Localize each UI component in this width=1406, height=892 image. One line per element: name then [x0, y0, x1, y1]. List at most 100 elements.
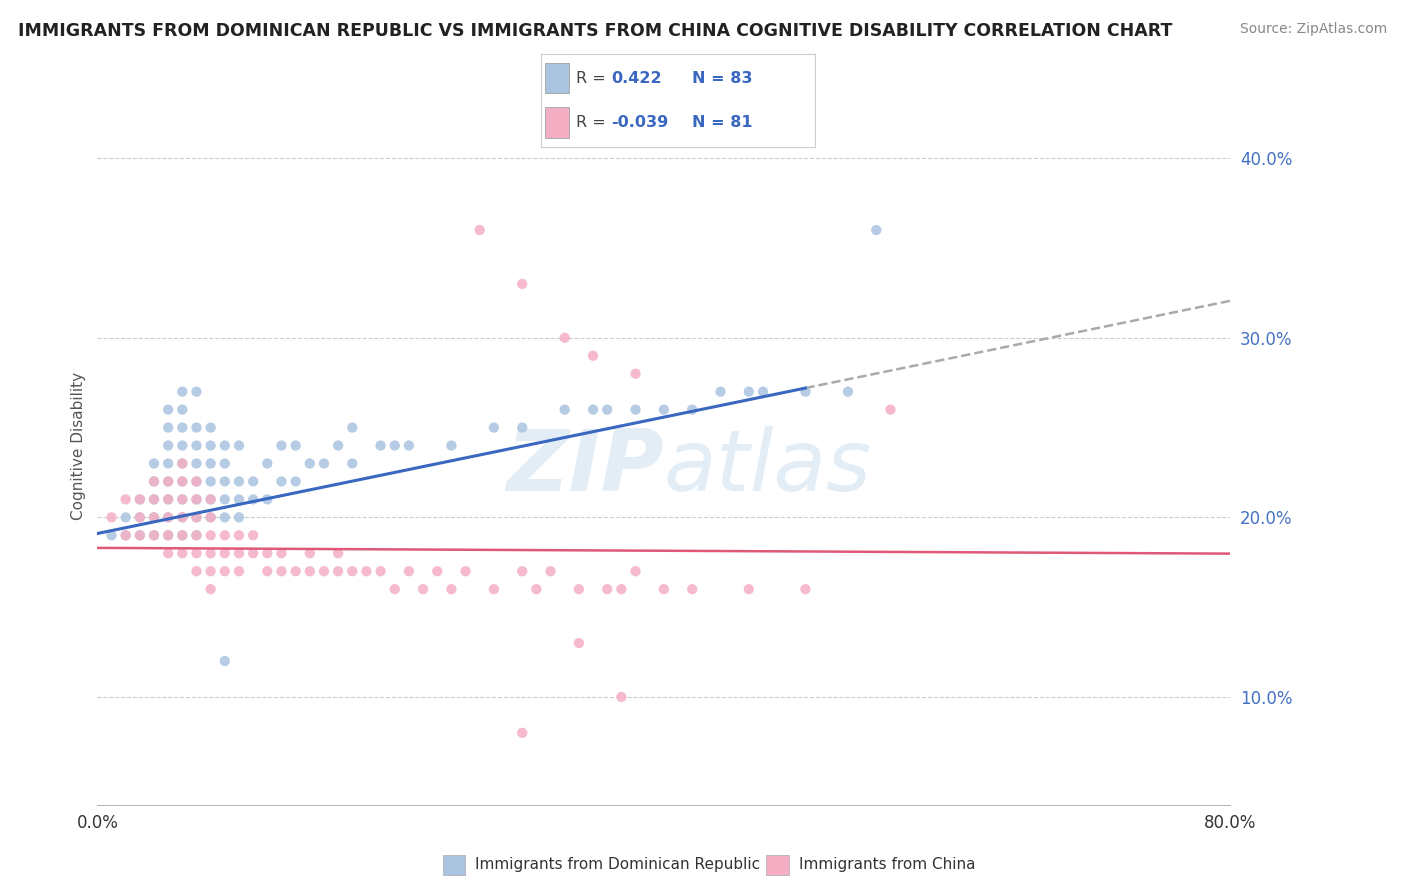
Text: IMMIGRANTS FROM DOMINICAN REPUBLIC VS IMMIGRANTS FROM CHINA COGNITIVE DISABILITY: IMMIGRANTS FROM DOMINICAN REPUBLIC VS IM…	[18, 22, 1173, 40]
Point	[865, 223, 887, 237]
Point	[398, 564, 420, 578]
Point	[752, 384, 775, 399]
Point	[100, 510, 122, 524]
Point	[342, 564, 364, 578]
Point	[186, 475, 208, 489]
Point	[214, 510, 236, 524]
Point	[326, 438, 349, 452]
Point	[143, 510, 166, 524]
Point	[440, 582, 463, 597]
Point	[200, 438, 222, 452]
Point	[186, 564, 208, 578]
Point	[482, 582, 505, 597]
Point	[157, 510, 180, 524]
Point	[284, 438, 307, 452]
Point	[128, 528, 150, 542]
Point	[200, 492, 222, 507]
Bar	[546, 63, 569, 94]
Point	[143, 528, 166, 542]
Point	[454, 564, 477, 578]
Point	[186, 384, 208, 399]
Point	[143, 528, 166, 542]
Point	[200, 510, 222, 524]
Point	[228, 528, 250, 542]
Point	[172, 492, 194, 507]
Point	[186, 528, 208, 542]
Point	[624, 402, 647, 417]
Point	[568, 582, 591, 597]
Point	[186, 420, 208, 434]
Text: R =: R =	[575, 70, 610, 86]
Point	[172, 510, 194, 524]
Point	[114, 528, 136, 542]
Point	[228, 510, 250, 524]
Point	[128, 492, 150, 507]
Point	[214, 457, 236, 471]
Point	[256, 564, 278, 578]
Point	[128, 510, 150, 524]
Point	[681, 402, 703, 417]
Point	[312, 457, 335, 471]
Point	[510, 726, 533, 740]
Point	[200, 457, 222, 471]
Point	[794, 384, 817, 399]
Point	[157, 457, 180, 471]
Point	[412, 582, 434, 597]
Point	[256, 546, 278, 560]
Point	[157, 546, 180, 560]
Point	[652, 582, 675, 597]
Text: Immigrants from Dominican Republic: Immigrants from Dominican Republic	[475, 857, 761, 871]
Point	[214, 438, 236, 452]
Point	[143, 475, 166, 489]
Point	[298, 457, 321, 471]
Point	[143, 510, 166, 524]
Point	[596, 402, 619, 417]
Text: Source: ZipAtlas.com: Source: ZipAtlas.com	[1240, 22, 1388, 37]
Point	[157, 510, 180, 524]
Point	[242, 528, 264, 542]
Point	[186, 528, 208, 542]
Point	[342, 457, 364, 471]
Text: atlas: atlas	[664, 425, 872, 508]
Text: 0.422: 0.422	[612, 70, 662, 86]
Point	[214, 475, 236, 489]
Point	[143, 457, 166, 471]
Point	[681, 582, 703, 597]
Point	[186, 475, 208, 489]
Point	[582, 349, 605, 363]
Point	[200, 475, 222, 489]
Point	[326, 564, 349, 578]
Text: ZIP: ZIP	[506, 425, 664, 508]
Point	[200, 564, 222, 578]
Point	[186, 438, 208, 452]
Point	[157, 420, 180, 434]
Point	[709, 384, 731, 399]
Point	[482, 420, 505, 434]
Point	[100, 528, 122, 542]
Point	[596, 582, 619, 597]
Point	[270, 475, 292, 489]
Point	[879, 402, 901, 417]
Point	[214, 654, 236, 668]
Point	[157, 492, 180, 507]
Point	[342, 420, 364, 434]
Point	[370, 438, 392, 452]
Point	[738, 384, 761, 399]
Point	[468, 223, 491, 237]
Point	[510, 420, 533, 434]
Point	[128, 528, 150, 542]
Point	[172, 510, 194, 524]
Point	[610, 690, 633, 704]
Point	[284, 475, 307, 489]
Point	[200, 546, 222, 560]
Point	[624, 564, 647, 578]
Point	[114, 510, 136, 524]
Point	[738, 582, 761, 597]
Point	[242, 492, 264, 507]
Point	[172, 457, 194, 471]
Point	[157, 402, 180, 417]
Text: Immigrants from China: Immigrants from China	[799, 857, 976, 871]
Point	[312, 564, 335, 578]
Point	[370, 564, 392, 578]
Point	[256, 457, 278, 471]
